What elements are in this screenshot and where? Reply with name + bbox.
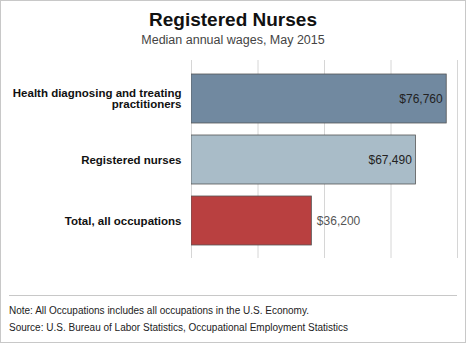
html-text:Registered Nurses: Registered Nurses — [149, 9, 317, 30]
html-text:Note: All Occupations includes: Note: All Occupations includes all occup… — [9, 305, 309, 316]
html-text:Median annual wages, May 2015: Median annual wages, May 2015 — [141, 33, 325, 47]
svg-text:Registered nurses: Registered nurses — [81, 154, 181, 166]
svg-text:$67,490: $67,490 — [369, 153, 413, 167]
svg-text:Total, all occupations: Total, all occupations — [65, 215, 182, 227]
html-text:Source: U.S. Bureau of Labor S: Source: U.S. Bureau of Labor Statistics,… — [9, 322, 348, 333]
svg-text:$36,200: $36,200 — [317, 214, 361, 228]
svg-text:Health diagnosing and treating: Health diagnosing and treatingpractition… — [13, 87, 182, 111]
svg-text:$76,760: $76,760 — [399, 92, 443, 106]
